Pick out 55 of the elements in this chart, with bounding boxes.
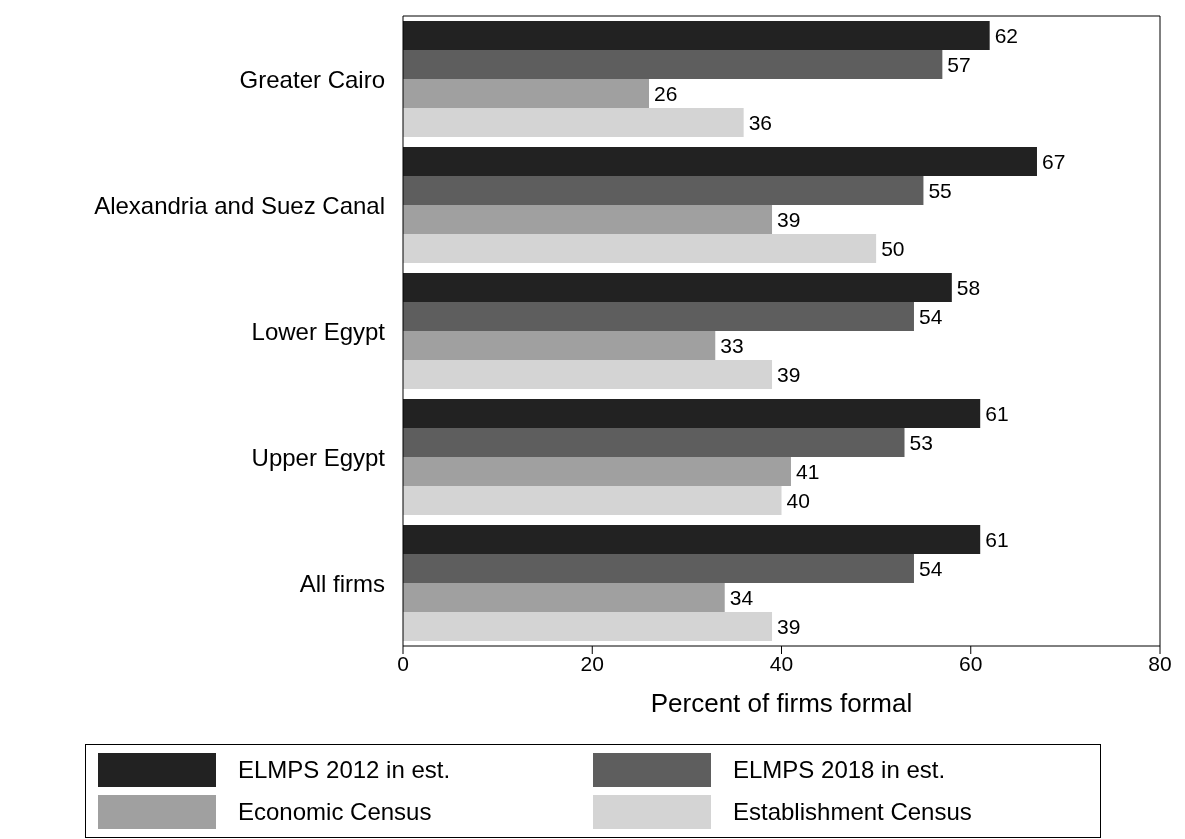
data-label: 33	[720, 333, 744, 357]
data-label: 58	[956, 275, 981, 299]
x-axis-title: Percent of firms formal	[650, 688, 913, 719]
bar	[403, 583, 725, 613]
bar	[403, 331, 716, 361]
data-label: 54	[918, 556, 943, 580]
data-label: 53	[909, 430, 933, 454]
data-label: 26	[654, 82, 678, 105]
data-label: 54	[918, 304, 943, 328]
bar	[403, 176, 924, 206]
bar	[403, 302, 914, 332]
data-label: 55	[928, 178, 952, 202]
x-tick-label: 20	[580, 651, 604, 675]
y-tick-label: Upper Egypt	[251, 443, 386, 471]
bar	[403, 50, 943, 80]
bar	[403, 525, 981, 555]
bar	[403, 457, 791, 487]
bar	[403, 205, 773, 235]
x-tick-label: 80	[1148, 651, 1172, 675]
data-label: 41	[795, 459, 820, 483]
legend-label: ELMPS 2018 in est.	[733, 756, 946, 784]
data-label: 39	[777, 614, 801, 638]
bar	[403, 79, 650, 109]
x-tick-label: 40	[769, 651, 794, 675]
data-label: 61	[985, 401, 1009, 425]
y-tick-label: Greater Cairo	[239, 65, 385, 93]
legend-label: Establishment Census	[733, 798, 972, 826]
data-label: 67	[1041, 149, 1066, 173]
data-label: 57	[947, 53, 971, 76]
data-label: 62	[994, 24, 1019, 47]
bar	[403, 21, 990, 51]
bar	[403, 234, 877, 264]
bar	[403, 554, 914, 584]
y-tick-label: Alexandria and Suez Canal	[94, 191, 385, 219]
legend-label: Economic Census	[238, 798, 432, 826]
data-label: 50	[881, 236, 905, 260]
legend-label: ELMPS 2012 in est.	[238, 756, 451, 784]
data-label: 39	[777, 362, 801, 386]
bar	[403, 360, 773, 390]
bar	[403, 486, 782, 516]
x-tick-label: 60	[959, 651, 983, 675]
bar	[403, 399, 981, 429]
x-tick-label: 0	[397, 651, 409, 675]
y-tick-label: Lower Egypt	[251, 317, 386, 345]
y-tick-label: All firms	[299, 569, 385, 597]
bar	[403, 612, 773, 642]
data-label: 39	[777, 207, 801, 231]
data-label: 36	[748, 111, 773, 134]
data-label: 34	[729, 585, 754, 609]
bar	[403, 147, 1037, 177]
bar	[403, 108, 744, 138]
bar	[403, 273, 952, 303]
bar	[403, 428, 905, 458]
data-label: 40	[786, 488, 810, 512]
data-label: 61	[985, 527, 1009, 551]
